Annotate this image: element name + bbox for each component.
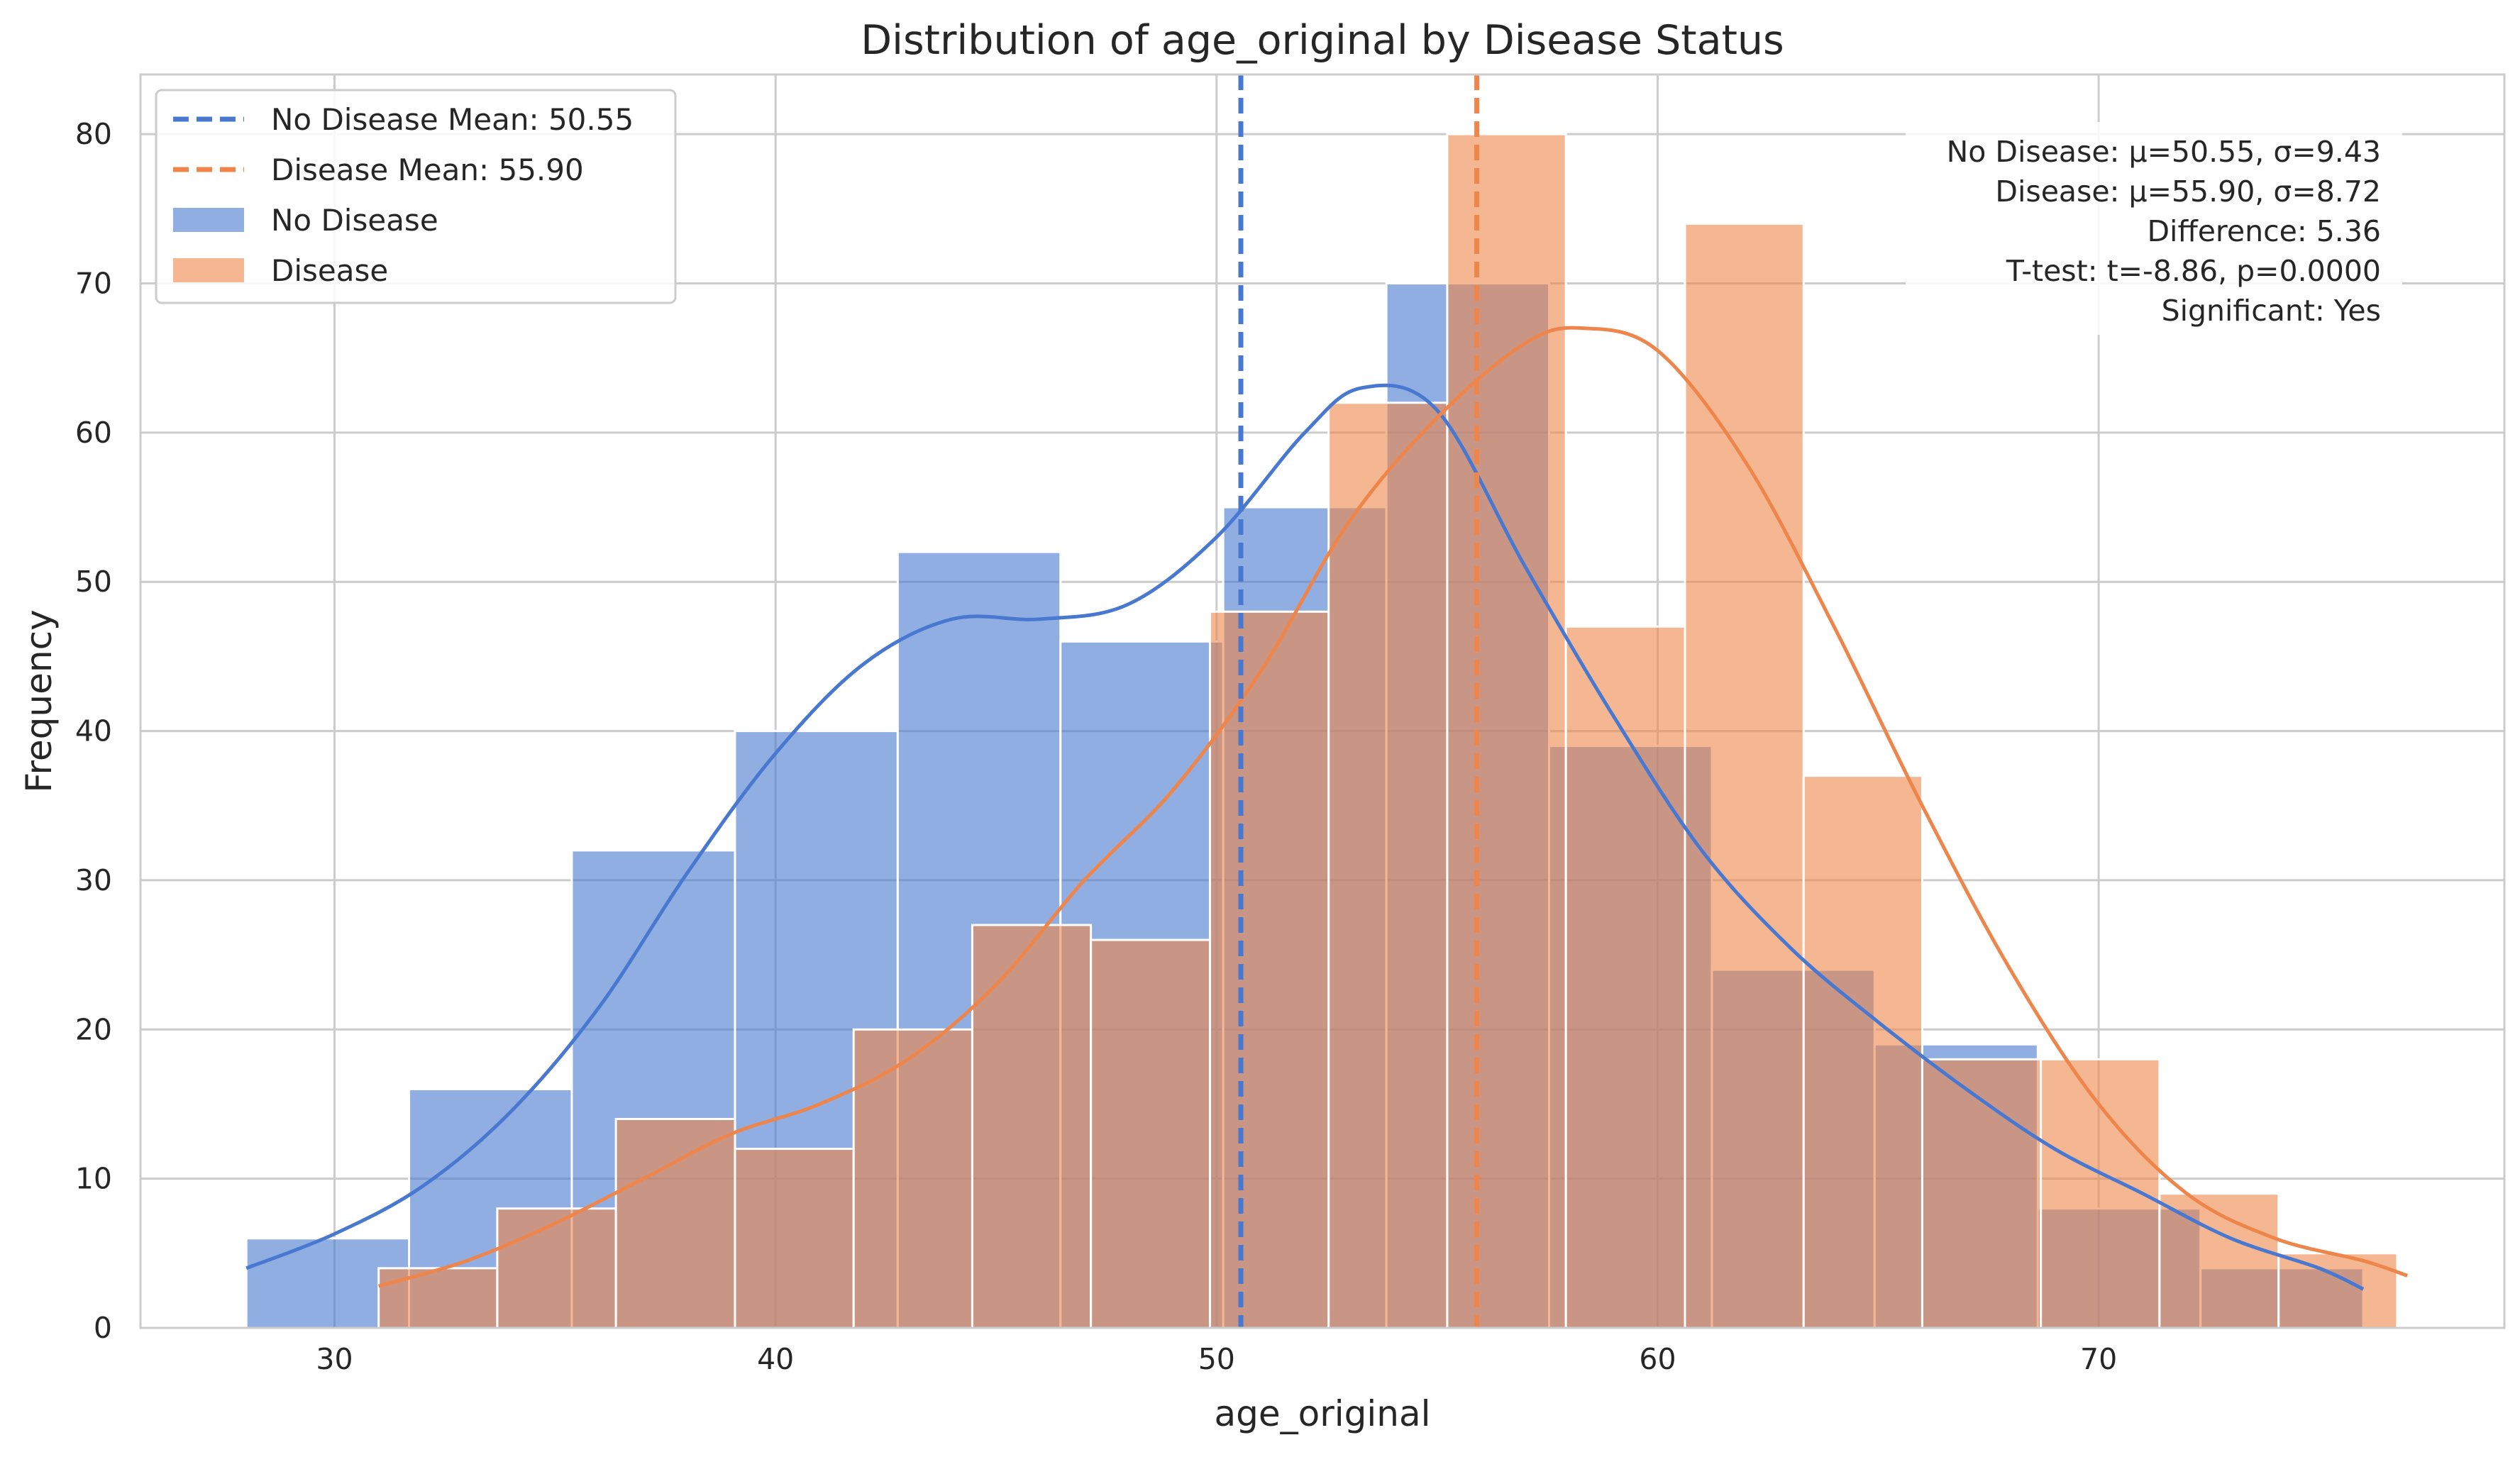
legend-label: No Disease bbox=[271, 203, 438, 238]
histogram-bar bbox=[1684, 222, 1805, 1329]
stats-line: Significant: Yes bbox=[2162, 294, 2381, 328]
legend-label: Disease Mean: 55.90 bbox=[271, 153, 584, 187]
y-tick-label: 40 bbox=[75, 714, 112, 748]
histogram-bar bbox=[971, 924, 1093, 1329]
histogram-bar bbox=[1327, 401, 1449, 1329]
histogram-bars bbox=[245, 133, 2399, 1329]
legend-patch-swatch bbox=[173, 208, 244, 232]
histogram-bar bbox=[377, 1267, 499, 1329]
x-tick-labels: 30 40 50 60 70 bbox=[316, 1342, 2117, 1376]
histogram-bar bbox=[1446, 133, 1567, 1329]
y-tick-label: 10 bbox=[75, 1162, 112, 1196]
histogram-bar bbox=[1802, 775, 1923, 1329]
chart-title: Distribution of age_original by Disease … bbox=[861, 17, 1784, 64]
plot-area-frame bbox=[139, 73, 2506, 1329]
x-tick-label: 70 bbox=[2080, 1342, 2117, 1376]
stats-line: T-test: t=-8.86, p=0.0000 bbox=[2006, 254, 2381, 288]
y-tick-label: 20 bbox=[75, 1012, 112, 1046]
stats-line: Difference: 5.36 bbox=[2147, 214, 2381, 248]
legend: No Disease Mean: 50.55 Disease Mean: 55.9… bbox=[155, 89, 677, 304]
y-tick-label: 0 bbox=[94, 1311, 112, 1345]
y-tick-label: 80 bbox=[75, 117, 112, 151]
histogram-bar bbox=[1921, 1058, 2043, 1329]
y-tick-label: 30 bbox=[75, 863, 112, 897]
legend-frame bbox=[155, 89, 677, 304]
mean-lines bbox=[1238, 74, 1480, 1328]
x-tick-label: 60 bbox=[1639, 1342, 1676, 1376]
stats-line: No Disease: μ=50.55, σ=9.43 bbox=[1947, 135, 2381, 169]
series-bars-disease bbox=[377, 133, 2399, 1329]
legend-label: No Disease Mean: 50.55 bbox=[271, 102, 634, 137]
stats-box: No Disease: μ=50.55, σ=9.43 Disease: μ=55… bbox=[1906, 122, 2402, 335]
y-tick-label: 60 bbox=[75, 416, 112, 450]
stats-line: Disease: μ=55.90, σ=8.72 bbox=[1995, 174, 2381, 209]
stats-box-background bbox=[1906, 122, 2402, 335]
y-tick-labels: 0 10 20 30 40 50 60 70 80 bbox=[75, 117, 112, 1345]
histogram-bar bbox=[1208, 610, 1330, 1329]
histogram-bar bbox=[496, 1207, 617, 1329]
y-tick-label: 70 bbox=[75, 267, 112, 301]
histogram-bar bbox=[1564, 625, 1686, 1329]
y-tick-label: 50 bbox=[75, 565, 112, 599]
histogram-bar bbox=[1090, 938, 1211, 1329]
x-tick-label: 30 bbox=[316, 1342, 353, 1376]
x-axis-label: age_original bbox=[1214, 1393, 1430, 1434]
histogram-bar bbox=[614, 1118, 736, 1329]
histogram-bar bbox=[734, 1148, 855, 1329]
kde-curve-no-disease bbox=[245, 383, 2365, 1291]
y-axis-label: Frequency bbox=[18, 609, 60, 792]
legend-label: Disease bbox=[271, 253, 388, 288]
x-tick-label: 40 bbox=[757, 1342, 794, 1376]
legend-patch-swatch bbox=[173, 258, 244, 282]
x-tick-label: 50 bbox=[1198, 1342, 1235, 1376]
kde-curves bbox=[245, 326, 2409, 1291]
kde-curve-disease bbox=[377, 326, 2409, 1288]
histogram-bar bbox=[852, 1028, 973, 1329]
